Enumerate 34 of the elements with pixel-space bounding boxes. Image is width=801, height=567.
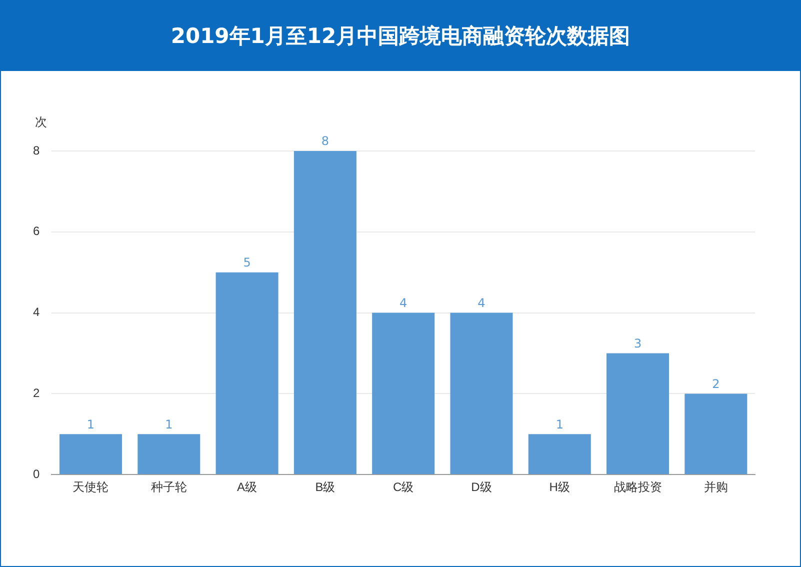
bar — [59, 434, 122, 474]
x-tick-label: 并购 — [704, 480, 728, 494]
x-tick-label: 天使轮 — [72, 480, 109, 494]
data-label: 3 — [634, 336, 642, 350]
bar — [684, 394, 748, 474]
bar — [528, 434, 591, 474]
data-label: 1 — [86, 417, 95, 432]
x-tick-label: B级 — [315, 480, 336, 494]
y-tick-label: 4 — [32, 305, 40, 320]
data-label: 1 — [556, 417, 564, 432]
y-tick-label: 8 — [32, 143, 40, 158]
y-tick-label: 6 — [32, 224, 40, 238]
x-tick-label: C级 — [393, 480, 414, 494]
data-label: 8 — [321, 134, 330, 148]
x-tick-label: 战略投资 — [614, 480, 662, 494]
bar — [450, 312, 513, 474]
data-label: 4 — [400, 296, 408, 310]
bar — [138, 434, 200, 474]
x-tick-label: D级 — [471, 480, 492, 494]
x-tick-label: A级 — [237, 480, 258, 494]
data-label: 1 — [165, 417, 173, 432]
y-tick-label: 2 — [32, 386, 40, 400]
data-label: 2 — [712, 376, 720, 391]
x-tick-label: H级 — [549, 480, 570, 494]
bar — [294, 151, 356, 474]
bar — [372, 312, 435, 474]
x-tick-label: 种子轮 — [150, 480, 187, 494]
bar — [606, 353, 670, 474]
y-axis-title: 次 — [35, 115, 47, 130]
data-label: 4 — [478, 296, 486, 310]
y-tick-label: 0 — [32, 466, 40, 481]
data-label: 5 — [243, 255, 251, 270]
chart-title: 2019年1月至12月中国跨境电商融资轮次数据图 — [1, 1, 800, 71]
bar — [216, 272, 278, 474]
